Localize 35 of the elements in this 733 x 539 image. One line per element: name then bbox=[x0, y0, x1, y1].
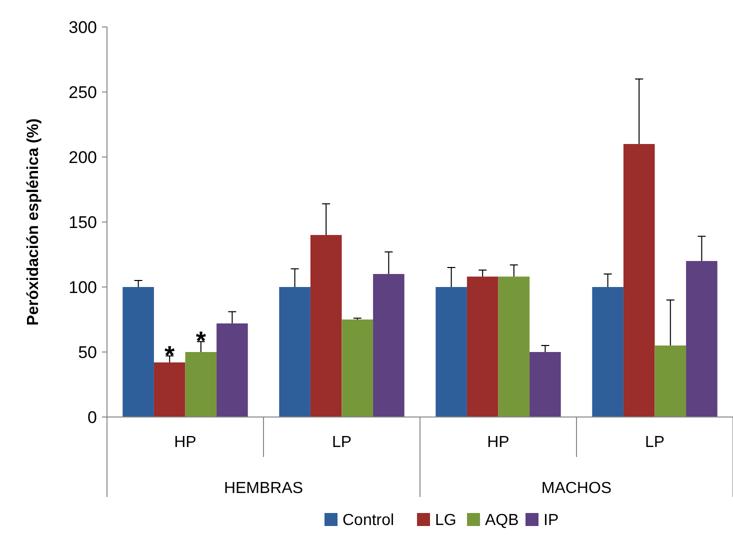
x-tick-label: LP bbox=[644, 434, 665, 451]
bar bbox=[154, 362, 186, 417]
x-tick-label: LP bbox=[332, 434, 352, 451]
bar bbox=[686, 261, 718, 417]
x-tick-label: HP bbox=[174, 434, 196, 451]
bar bbox=[592, 287, 624, 417]
bar bbox=[498, 276, 530, 417]
y-tick-label: 0 bbox=[88, 408, 97, 427]
bar bbox=[623, 144, 655, 417]
y-tick-label: 50 bbox=[78, 342, 97, 362]
bar bbox=[436, 287, 467, 417]
text: MACHOS bbox=[541, 480, 612, 497]
bar bbox=[342, 320, 374, 417]
legend-label: IP bbox=[544, 512, 559, 529]
bar bbox=[373, 274, 404, 417]
bar bbox=[530, 352, 561, 417]
bar bbox=[654, 346, 686, 417]
bar bbox=[279, 287, 310, 417]
bar bbox=[122, 287, 154, 417]
y-tick-label: 250 bbox=[68, 82, 97, 102]
y-tick-label: 100 bbox=[68, 278, 97, 297]
bar bbox=[216, 323, 248, 417]
legend-label: LG bbox=[435, 512, 456, 529]
y-tick-label: 150 bbox=[68, 212, 97, 232]
legend-label: Control bbox=[342, 512, 394, 529]
y-tick-label: 300 bbox=[68, 18, 97, 37]
bar bbox=[466, 276, 498, 417]
text: HEMBRAS bbox=[224, 480, 304, 497]
bar bbox=[310, 235, 342, 417]
x-tick-label: HP bbox=[487, 434, 510, 451]
bar bbox=[185, 352, 217, 417]
legend-label: AQB bbox=[485, 512, 519, 529]
y-tick-label: 200 bbox=[68, 148, 97, 167]
data-label: * bbox=[164, 340, 176, 370]
y-axis-title: Peróxidación esplénica (%) bbox=[25, 118, 42, 326]
